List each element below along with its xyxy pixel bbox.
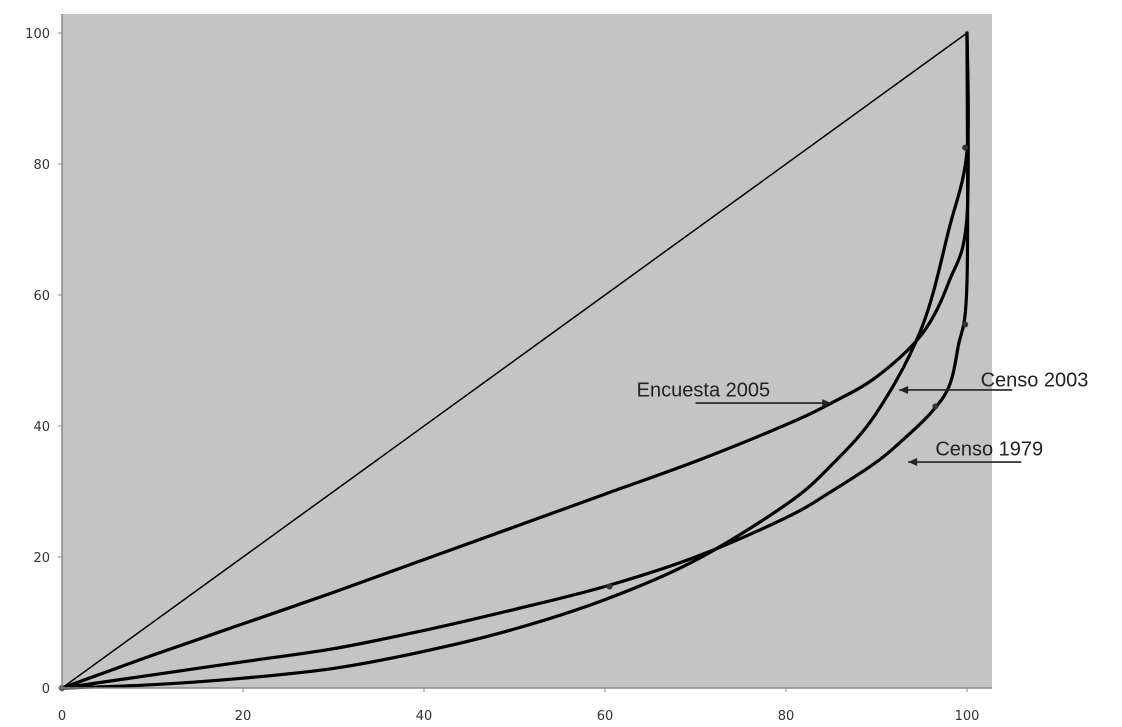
series-line-censo-1979	[60, 31, 970, 690]
annotation-arrowhead-censo-1979	[908, 458, 918, 467]
tick-layer: 0 20 40 60 80 100 0 20 40 60 80 100	[25, 27, 979, 724]
x-tick-label: 60	[597, 709, 614, 724]
y-tick-label: 60	[33, 289, 50, 304]
annotation-label-censo-2003: Censo 2003	[981, 370, 1089, 392]
x-tick-label: 100	[955, 709, 980, 724]
series-line-encuesta-2005	[60, 31, 970, 690]
data-point-marker	[932, 403, 939, 410]
marker-layer	[59, 144, 969, 691]
y-tick-label: 40	[33, 420, 50, 435]
y-tick-label: 100	[25, 27, 50, 42]
x-tick-label: 20	[235, 709, 252, 724]
annotation-label-censo-1979: Censo 1979	[935, 438, 1043, 460]
y-tick-label: 0	[42, 682, 50, 697]
annotation-arrowhead-encuesta-2005	[822, 399, 832, 408]
x-tick-label: 80	[778, 709, 795, 724]
data-point-marker	[606, 583, 613, 590]
data-point-marker	[962, 144, 969, 151]
x-tick-label: 0	[58, 709, 66, 724]
annotation-layer: Encuesta 2005 Censo 2003 Censo 1979	[637, 370, 1089, 467]
annotation-label-encuesta-2005: Encuesta 2005	[637, 380, 770, 402]
y-tick-label: 20	[33, 551, 50, 566]
data-point-marker	[962, 321, 969, 328]
series-line-censo-2003	[60, 31, 970, 690]
series-line-equality	[61, 32, 968, 689]
y-tick-label: 80	[33, 158, 50, 173]
annotation-arrowhead-censo-2003	[899, 385, 909, 394]
series-layer	[60, 31, 970, 690]
x-tick-label: 40	[416, 709, 433, 724]
